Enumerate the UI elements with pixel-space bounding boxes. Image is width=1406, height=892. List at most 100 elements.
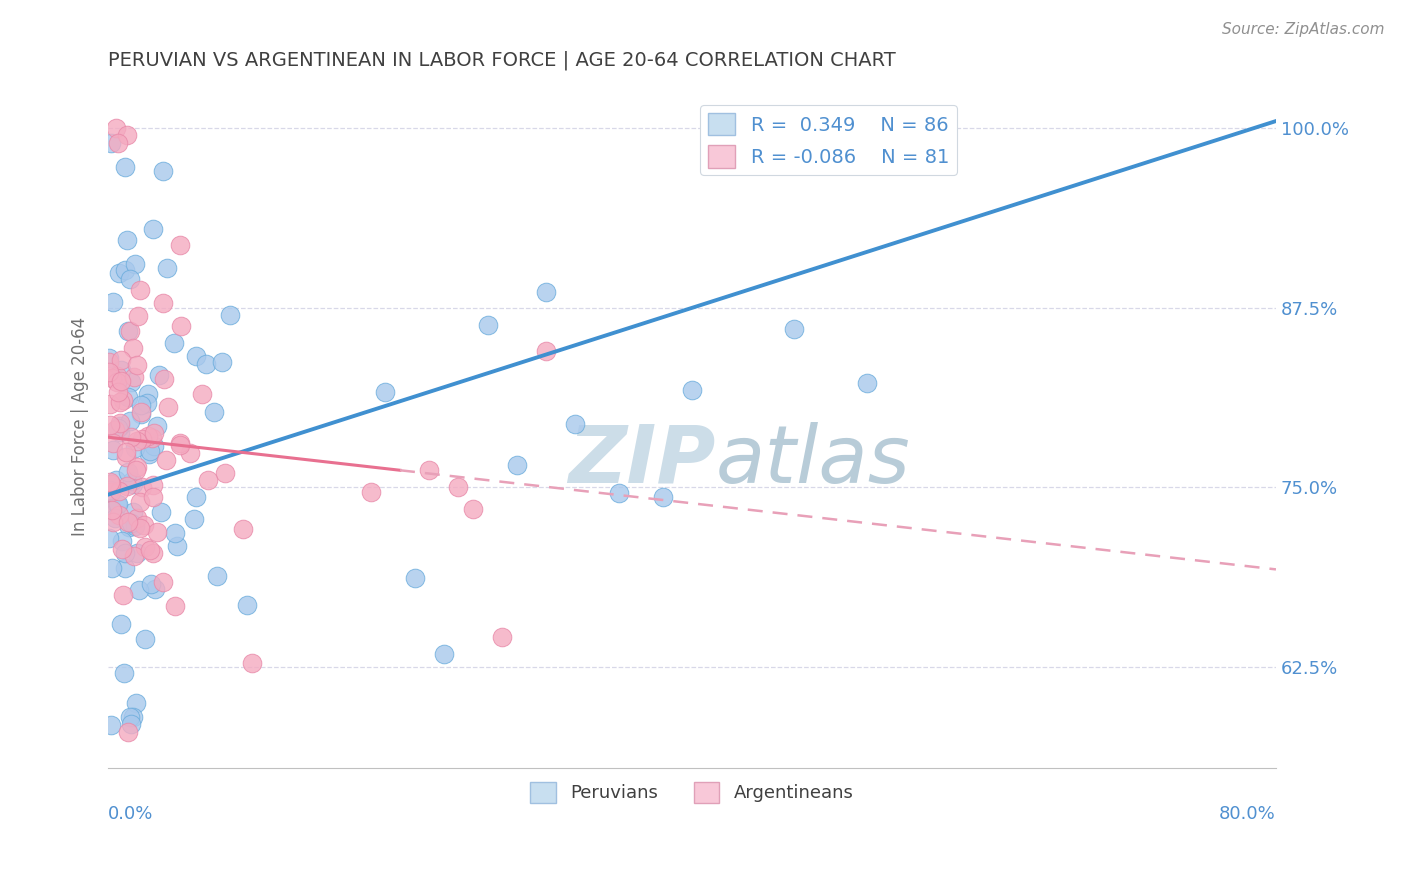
Point [184,349,207,363]
Text: 80.0%: 80.0% [1219,805,1277,823]
Point [232,522,254,536]
Point [179,446,201,460]
Point [146,524,169,539]
Point [107,498,129,512]
Point [125,463,148,477]
Text: ZIP: ZIP [568,422,716,500]
Point [169,438,191,452]
Point [117,128,139,143]
Point [100,136,122,150]
Point [131,432,153,446]
Point [139,444,162,458]
Point [108,417,131,431]
Point [142,546,165,560]
Point [152,575,174,590]
Text: 0.0%: 0.0% [108,805,153,823]
Point [169,237,191,252]
Point [143,426,166,441]
Point [110,374,132,388]
Point [98,355,121,369]
Text: atlas: atlas [716,422,910,500]
Point [104,423,127,437]
Point [150,505,173,519]
Point [134,541,156,555]
Point [534,343,557,358]
Point [110,616,132,631]
Point [105,473,128,487]
Point [121,476,143,491]
Point [111,541,134,556]
Point [165,599,187,614]
Point [98,532,121,546]
Point [98,475,121,490]
Point [138,447,160,461]
Point [447,480,470,494]
Point [100,717,122,731]
Point [477,318,499,332]
Point [155,453,177,467]
Point [117,234,139,248]
Point [100,371,122,385]
Point [131,480,153,494]
Point [125,546,148,560]
Point [125,511,148,525]
Point [139,543,162,558]
Point [856,376,879,391]
Point [129,283,152,297]
Legend: R =  0.349    N = 86, R = -0.086    N = 81: R = 0.349 N = 86, R = -0.086 N = 81 [700,105,956,176]
Point [207,569,229,583]
Point [153,372,176,386]
Point [98,351,121,365]
Point [114,560,136,574]
Point [418,463,440,477]
Point [108,419,131,434]
Point [98,483,121,497]
Point [122,341,145,355]
Point [129,398,152,412]
Point [110,363,132,377]
Point [105,376,128,390]
Point [433,647,456,661]
Point [108,395,131,409]
Point [105,121,128,136]
Point [120,717,142,731]
Point [681,383,703,397]
Point [128,495,150,509]
Point [104,510,127,524]
Point [118,710,141,724]
Point [138,387,160,401]
Point [105,368,128,383]
Point [107,421,129,435]
Point [115,479,138,493]
Point [166,539,188,553]
Point [120,272,142,286]
Y-axis label: In Labor Force | Age 20-64: In Labor Force | Age 20-64 [72,317,89,536]
Point [117,391,139,405]
Point [197,473,219,487]
Point [120,325,142,339]
Point [110,353,132,368]
Point [184,490,207,504]
Point [100,501,122,516]
Point [131,408,153,422]
Point [114,546,136,560]
Point [564,417,586,431]
Point [120,516,142,531]
Point [202,405,225,419]
Point [156,260,179,275]
Point [219,308,242,322]
Point [240,657,263,671]
Point [101,515,124,529]
Point [120,375,142,389]
Point [125,696,148,710]
Point [143,439,166,453]
Point [128,521,150,535]
Point [194,357,217,371]
Point [111,533,134,548]
Point [111,588,134,602]
Point [141,431,163,445]
Point [491,630,513,644]
Point [105,497,128,511]
Point [112,392,135,407]
Point [125,434,148,449]
